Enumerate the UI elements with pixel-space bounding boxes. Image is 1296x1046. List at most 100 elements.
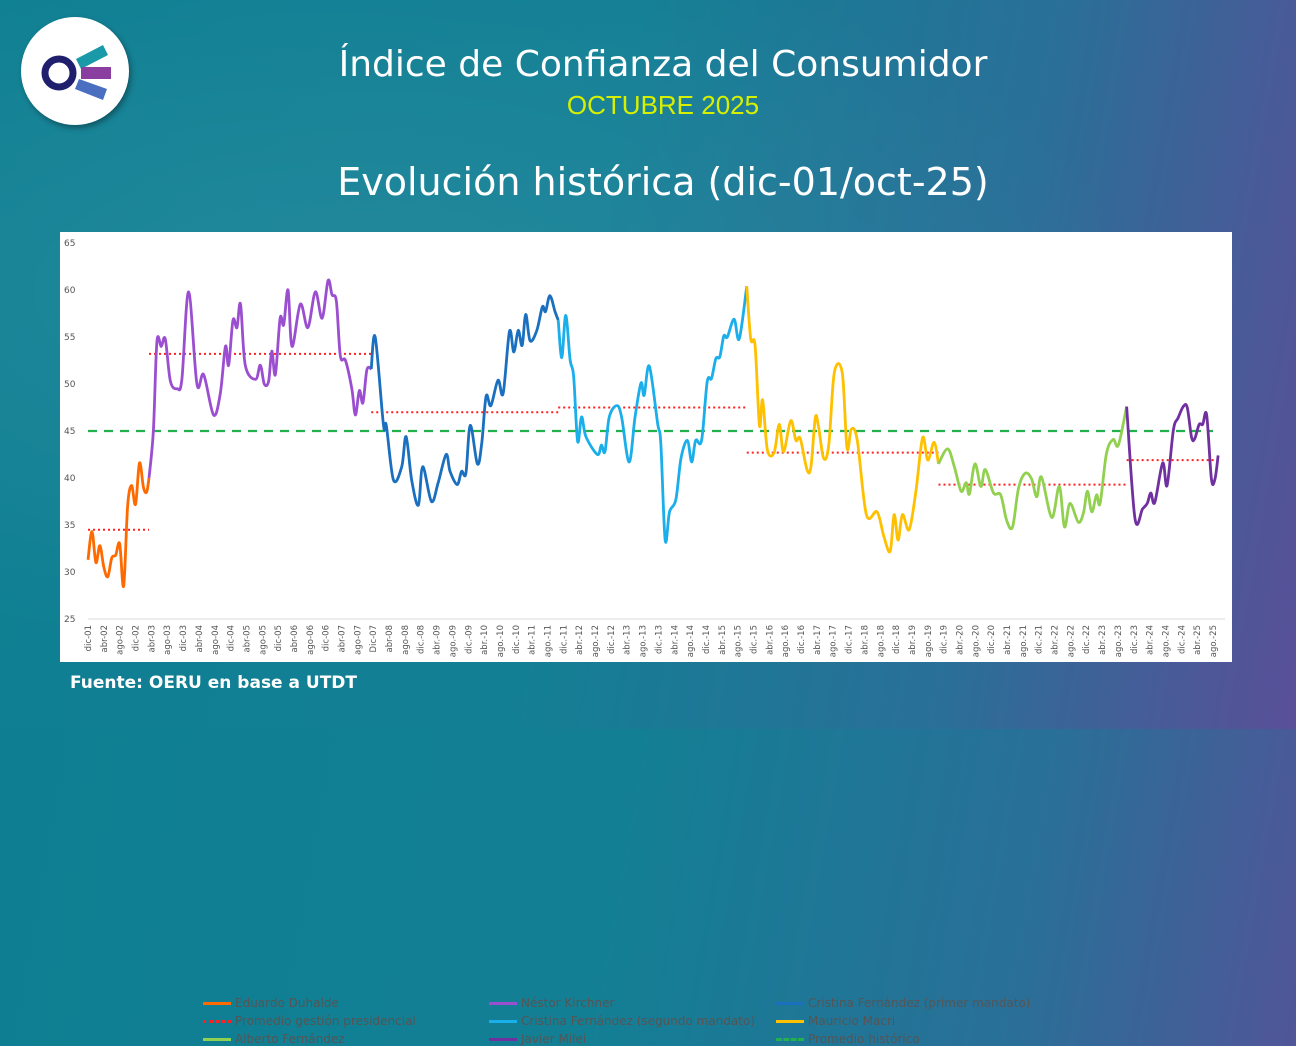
series-line xyxy=(745,286,940,554)
y-tick-label: 35 xyxy=(64,521,75,531)
legend-label: Javier Milei xyxy=(521,1032,587,1046)
y-tick-label: 30 xyxy=(64,568,76,578)
x-tick-label: dic-06 xyxy=(322,625,332,651)
x-tick-label: dic.-16 xyxy=(797,625,807,654)
x-tick-label: abr-03 xyxy=(147,625,157,652)
x-tick-label: ago.-20 xyxy=(971,625,981,657)
x-tick-label: dic-02 xyxy=(132,625,142,651)
chart-title: Evolución histórica (dic-01/oct-25) xyxy=(337,160,989,204)
x-tick-label: ago-02 xyxy=(116,625,126,655)
x-tick-label: ago.-25 xyxy=(1209,625,1219,657)
x-tick-label: ago.-14 xyxy=(686,625,696,657)
oeru-logo xyxy=(21,17,129,125)
x-tick-label: abr-05 xyxy=(242,625,252,652)
legend-label: Promedio histórico xyxy=(808,1032,920,1046)
x-tick-label: dic-05 xyxy=(274,625,284,651)
legend-label: Cristina Fernández (primer mandato) xyxy=(808,996,1031,1010)
x-tick-label: ago.-19 xyxy=(924,625,934,657)
legend-swatch xyxy=(776,1019,804,1023)
chart-panel: 25 30 35 40 45 50 55 60 65 dic-01 abr-02 ago-02 dic-… xyxy=(60,232,1232,1046)
x-tick-label: ago.-17 xyxy=(829,625,839,657)
legend-item: Promedio histórico xyxy=(776,1032,920,1046)
x-tick-label: ago.-21 xyxy=(1019,625,1029,657)
x-tick-label: abr.-19 xyxy=(908,625,918,655)
x-tick-label: ago.-16 xyxy=(781,625,791,657)
x-tick-label: ago.-22 xyxy=(1066,625,1076,657)
legend-label: Eduardo Duhalde xyxy=(235,996,339,1010)
x-tick-label: dic.-11 xyxy=(559,625,569,654)
y-tick-label: 60 xyxy=(64,286,76,296)
x-tick-label: ago-06 xyxy=(306,625,316,655)
period-subtitle: OCTUBRE 2025 xyxy=(566,90,760,120)
y-tick-label: 40 xyxy=(64,474,76,484)
x-tick-label: abr.-14 xyxy=(670,625,680,655)
legend-item: Cristina Fernández (primer mandato) xyxy=(776,996,1030,1010)
legend-label: Alberto Fernández xyxy=(235,1032,345,1046)
x-tick-label: abr.-15 xyxy=(718,625,728,655)
series-line xyxy=(556,286,749,544)
legend-swatch xyxy=(203,1001,231,1005)
y-tick-label: 45 xyxy=(64,427,75,437)
x-tick-label: abr.-13 xyxy=(623,625,633,655)
x-tick-label: abr.-25 xyxy=(1193,625,1203,655)
x-tick-label: dic.-08 xyxy=(417,625,427,654)
x-tick-label: abr.-09 xyxy=(433,625,443,655)
legend-label: Mauricio Macri xyxy=(808,1014,896,1028)
legend-item: Javier Milei xyxy=(489,1032,586,1046)
x-tick-label: dic.-13 xyxy=(654,625,664,654)
x-tick-label: ago.-12 xyxy=(591,625,601,657)
x-tick-label: dic.-24 xyxy=(1177,625,1187,654)
legend-item: Eduardo Duhalde xyxy=(203,996,339,1010)
series-line xyxy=(147,278,372,479)
x-tick-label: ago.-23 xyxy=(1114,625,1124,657)
series-line xyxy=(1125,403,1220,526)
x-tick-label: dic-01 xyxy=(84,625,94,651)
x-tick-label: dic.-15 xyxy=(749,625,759,654)
x-tick-label: abr.-18 xyxy=(860,625,870,655)
x-tick-label: ago.-09 xyxy=(448,625,458,657)
x-tick-label: dic.-09 xyxy=(464,625,474,654)
x-tick-label: abr.-24 xyxy=(1146,625,1156,655)
y-tick-label: 55 xyxy=(64,333,75,343)
x-tick-label: dic.-23 xyxy=(1130,625,1140,654)
legend-item: Néstor Kirchner xyxy=(489,996,614,1010)
logo-icon xyxy=(41,45,111,100)
y-tick-label: 50 xyxy=(64,380,76,390)
x-tick-label: abr-04 xyxy=(195,625,205,652)
source-note: Fuente: OERU en base a UTDT xyxy=(70,673,358,693)
legend-swatch xyxy=(203,1019,231,1023)
x-tick-label: abr.-11 xyxy=(528,625,538,655)
x-tick-label: dic.-18 xyxy=(892,625,902,654)
x-tick-label: dic.-17 xyxy=(845,625,855,654)
x-tick-label: dic.-21 xyxy=(1035,625,1045,654)
x-tick-label: abr.-22 xyxy=(1051,625,1061,655)
x-tick-label: abr-06 xyxy=(290,625,300,652)
legend-swatch xyxy=(776,1037,804,1041)
x-tick-label: dic.-12 xyxy=(607,625,617,654)
x-tick-label: abr-08 xyxy=(385,625,395,652)
x-tick-label: abr.-17 xyxy=(813,625,823,655)
legend-item: Mauricio Macri xyxy=(776,1014,895,1028)
x-tick-label: dic.-14 xyxy=(702,625,712,654)
x-tick-label: ago.-15 xyxy=(734,625,744,657)
page-title: Índice de Confianza del Consumidor xyxy=(338,44,988,85)
x-tick-label: ago-07 xyxy=(353,625,363,655)
series-line xyxy=(937,406,1129,531)
x-tick-label: abr.-16 xyxy=(765,625,775,655)
x-tick-label: ago-03 xyxy=(163,625,173,655)
legend-label: Cristina Fernández (segundo mandato) xyxy=(521,1014,756,1028)
x-tick-label: dic.-10 xyxy=(512,625,522,654)
legend-swatch xyxy=(489,1037,517,1041)
x-tick-label: abr.-12 xyxy=(575,625,585,655)
legend-swatch xyxy=(776,1001,804,1005)
x-tick-label: dic.-22 xyxy=(1082,625,1092,654)
x-tick-label: dic.-20 xyxy=(987,625,997,654)
legend-item: Promedio gestión presidencial xyxy=(203,1014,416,1028)
x-tick-label: dic.-19 xyxy=(940,625,950,654)
x-tick-label: ago-04 xyxy=(211,625,221,655)
legend-swatch xyxy=(203,1037,231,1041)
x-tick-label: abr-07 xyxy=(338,625,348,652)
x-tick-label: abr.-23 xyxy=(1098,625,1108,655)
x-tick-label: ago-05 xyxy=(258,625,268,655)
legend-label: Néstor Kirchner xyxy=(521,996,615,1010)
